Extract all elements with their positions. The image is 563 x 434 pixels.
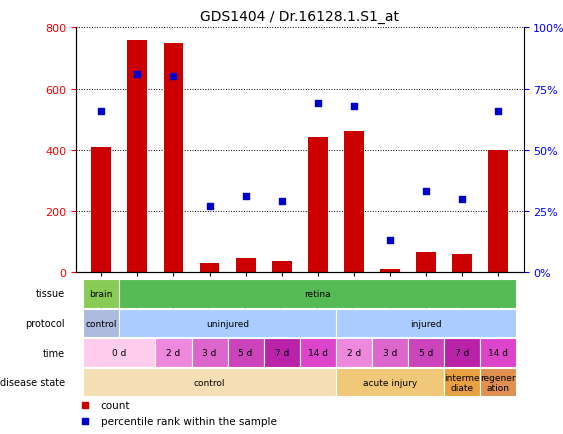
- Bar: [91, 147, 111, 273]
- Text: 3 d: 3 d: [383, 349, 397, 357]
- Point: [386, 237, 395, 244]
- Bar: [344, 132, 364, 273]
- Title: GDS1404 / Dr.16128.1.S1_at: GDS1404 / Dr.16128.1.S1_at: [200, 10, 399, 24]
- Text: 5 d: 5 d: [419, 349, 434, 357]
- Bar: [488, 150, 508, 273]
- Text: 2 d: 2 d: [347, 349, 361, 357]
- Bar: [380, 270, 400, 273]
- Point: [350, 103, 359, 110]
- Bar: [308, 138, 328, 273]
- Bar: [480, 339, 516, 367]
- Text: acute injury: acute injury: [363, 378, 417, 387]
- Bar: [444, 368, 480, 397]
- Text: 2 d: 2 d: [166, 349, 181, 357]
- Bar: [263, 339, 300, 367]
- Text: time: time: [43, 348, 65, 358]
- Bar: [191, 339, 227, 367]
- Text: 7 d: 7 d: [455, 349, 470, 357]
- Text: count: count: [101, 400, 130, 410]
- Text: 0 d: 0 d: [112, 349, 127, 357]
- Text: 14 d: 14 d: [308, 349, 328, 357]
- Bar: [119, 279, 516, 308]
- Point: [97, 108, 106, 115]
- Bar: [83, 368, 336, 397]
- Point: [169, 74, 178, 81]
- Text: uninjured: uninjured: [206, 319, 249, 328]
- Bar: [83, 339, 155, 367]
- Point: [241, 193, 250, 200]
- Point: [133, 71, 142, 78]
- Text: disease state: disease state: [0, 378, 65, 387]
- Text: retina: retina: [305, 289, 331, 298]
- Text: 5 d: 5 d: [239, 349, 253, 357]
- Bar: [300, 339, 336, 367]
- Text: protocol: protocol: [25, 319, 65, 328]
- Bar: [452, 254, 472, 273]
- Text: regener
ation: regener ation: [480, 373, 516, 392]
- Text: percentile rank within the sample: percentile rank within the sample: [101, 417, 276, 427]
- Text: injured: injured: [410, 319, 442, 328]
- Text: 14 d: 14 d: [488, 349, 508, 357]
- Point: [458, 196, 467, 203]
- Text: control: control: [194, 378, 225, 387]
- Bar: [408, 339, 444, 367]
- Bar: [480, 368, 516, 397]
- Text: brain: brain: [90, 289, 113, 298]
- Text: 7 d: 7 d: [275, 349, 289, 357]
- Bar: [444, 339, 480, 367]
- Text: 3 d: 3 d: [202, 349, 217, 357]
- Bar: [227, 339, 263, 367]
- Text: interme
diate: interme diate: [444, 373, 480, 392]
- Bar: [127, 40, 148, 273]
- Point: [205, 203, 214, 210]
- Bar: [272, 262, 292, 273]
- Bar: [155, 339, 191, 367]
- Bar: [83, 279, 119, 308]
- Point: [494, 108, 503, 115]
- Bar: [416, 253, 436, 273]
- Bar: [372, 339, 408, 367]
- Point: [81, 402, 90, 409]
- Text: tissue: tissue: [36, 289, 65, 299]
- Bar: [236, 259, 256, 273]
- Bar: [336, 309, 516, 338]
- Bar: [336, 368, 444, 397]
- Point: [277, 198, 286, 205]
- Bar: [336, 339, 372, 367]
- Point: [81, 418, 90, 425]
- Bar: [200, 263, 220, 273]
- Bar: [119, 309, 336, 338]
- Bar: [83, 309, 119, 338]
- Point: [422, 188, 431, 195]
- Text: control: control: [86, 319, 117, 328]
- Point: [314, 101, 323, 108]
- Bar: [163, 43, 184, 273]
